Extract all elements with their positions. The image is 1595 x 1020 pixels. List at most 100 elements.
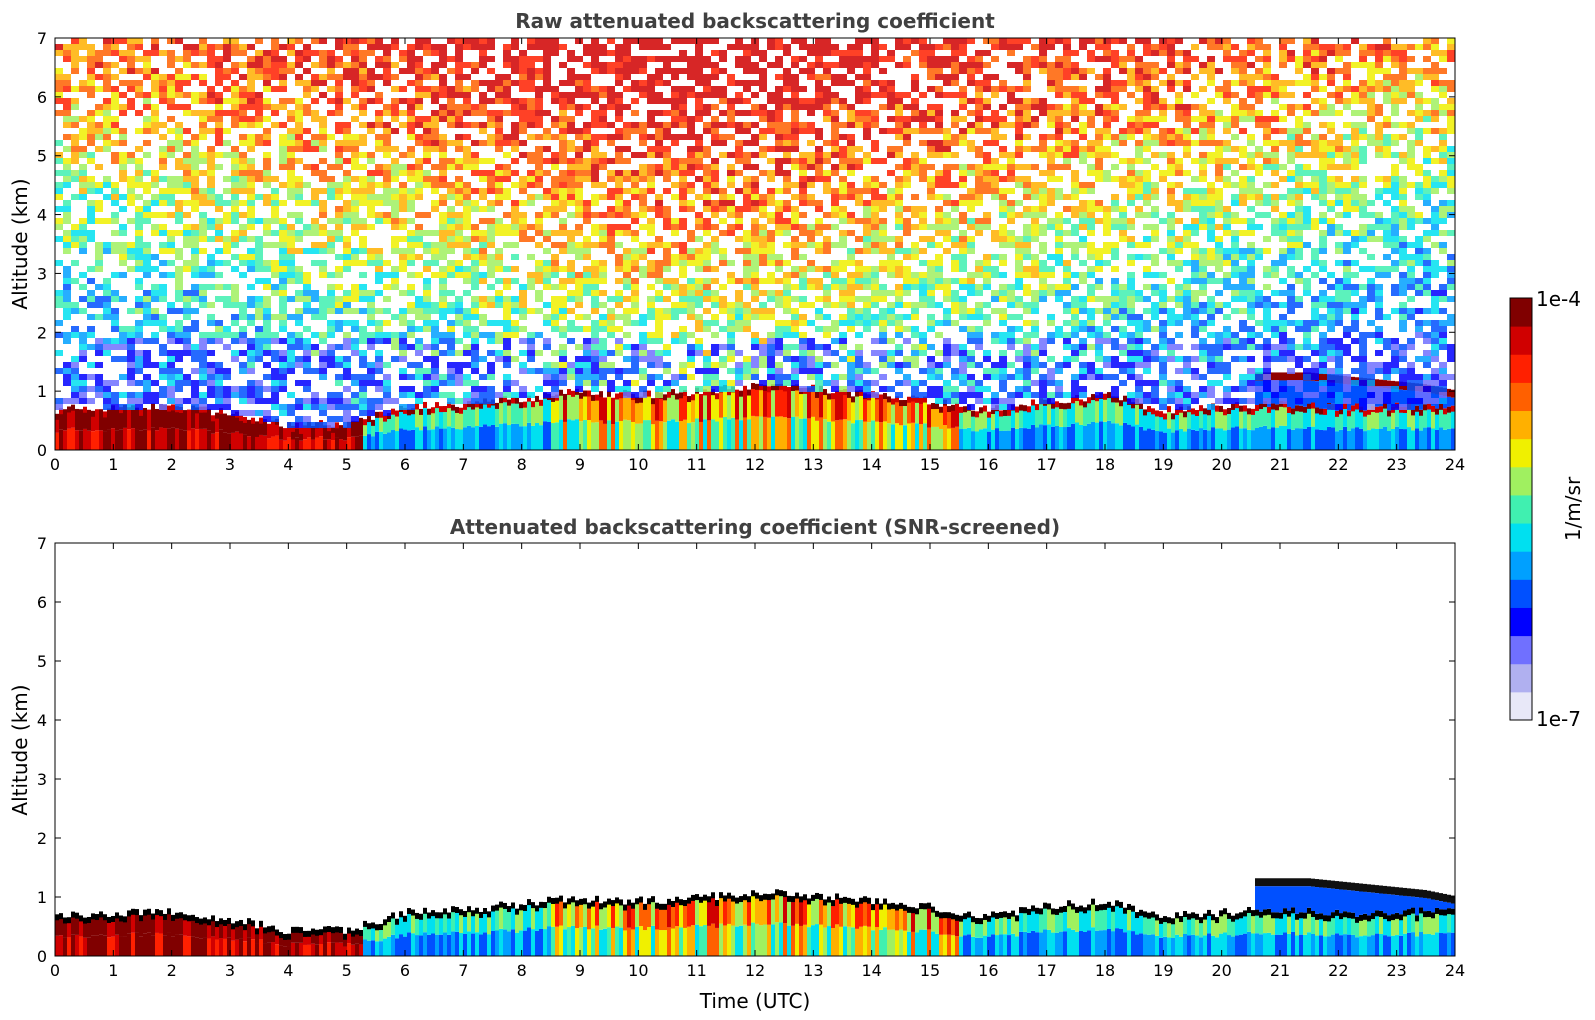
heatmap-cell (55, 68, 63, 74)
heatmap-cell (1431, 176, 1439, 182)
heatmap-cell (863, 176, 871, 182)
heatmap-cell (1143, 146, 1151, 152)
heatmap-cell (495, 194, 503, 200)
heatmap-cell (1071, 206, 1079, 212)
heatmap-cell (519, 218, 527, 224)
heatmap-cell (1063, 408, 1067, 428)
heatmap-cell (1055, 104, 1063, 110)
heatmap-cell (327, 56, 335, 62)
heatmap-cell (383, 140, 391, 146)
heatmap-cell (143, 104, 151, 110)
heatmap-cell (1139, 426, 1143, 450)
heatmap-cell (359, 194, 367, 200)
heatmap-cell (447, 402, 451, 409)
heatmap-cell (1183, 224, 1191, 230)
heatmap-cell (423, 50, 431, 56)
heatmap-cell (775, 212, 783, 218)
heatmap-cell (1303, 212, 1311, 218)
heatmap-cell (487, 182, 495, 188)
heatmap-cell (191, 164, 199, 170)
heatmap-cell (1031, 212, 1039, 218)
heatmap-cell (1103, 92, 1111, 98)
heatmap-cell (1399, 74, 1407, 80)
heatmap-cell (1167, 224, 1175, 230)
heatmap-cell (383, 68, 391, 74)
heatmap-cell (927, 62, 935, 68)
heatmap-cell (999, 176, 1007, 182)
heatmap-cell (463, 104, 471, 110)
heatmap-cell (463, 98, 471, 104)
heatmap-cell (1267, 406, 1271, 413)
heatmap-cell (199, 230, 207, 236)
heatmap-cell (563, 421, 567, 450)
heatmap-cell (87, 200, 95, 206)
heatmap-cell (1183, 110, 1191, 116)
heatmap-cell (183, 200, 191, 206)
heatmap-cell (431, 230, 439, 236)
heatmap-cell (127, 194, 135, 200)
heatmap-cell (1095, 104, 1103, 110)
heatmap-cell (1143, 68, 1151, 74)
heatmap-cell (1431, 80, 1439, 86)
heatmap-cell (999, 152, 1007, 158)
heatmap-cell (979, 407, 983, 414)
heatmap-cell (623, 86, 631, 92)
heatmap-cell (1079, 98, 1087, 104)
heatmap-cell (311, 110, 319, 116)
heatmap-cell (319, 176, 327, 182)
heatmap-cell (95, 56, 103, 62)
heatmap-cell (359, 218, 367, 224)
heatmap-cell (479, 218, 487, 224)
heatmap-cell (191, 230, 199, 236)
heatmap-cell (711, 206, 719, 212)
heatmap-cell (71, 236, 79, 242)
heatmap-cell (1375, 152, 1383, 158)
heatmap-cell (71, 104, 79, 110)
heatmap-cell (71, 170, 79, 176)
heatmap-cell (895, 116, 903, 122)
heatmap-cell (1239, 410, 1243, 429)
heatmap-cell (247, 146, 255, 152)
heatmap-cell (959, 104, 967, 110)
heatmap-cell (847, 164, 855, 170)
heatmap-cell (895, 396, 899, 403)
heatmap-cell (351, 194, 359, 200)
heatmap-cell (719, 230, 727, 236)
heatmap-cell (1223, 128, 1231, 134)
heatmap-cell (831, 398, 835, 422)
heatmap-cell (1103, 421, 1107, 450)
heatmap-cell (79, 44, 87, 50)
heatmap-cell (591, 92, 599, 98)
heatmap-cell (1215, 158, 1223, 164)
heatmap-cell (1391, 134, 1399, 140)
heatmap-cell (439, 140, 447, 146)
heatmap-cell (815, 62, 823, 68)
heatmap-cell (1303, 218, 1311, 224)
heatmap-cell (443, 428, 447, 450)
heatmap-cell (887, 146, 895, 152)
heatmap-cell (695, 236, 703, 242)
heatmap-cell (95, 188, 103, 194)
heatmap-cell (1223, 140, 1231, 146)
heatmap-cell (475, 401, 479, 408)
heatmap-cell (983, 86, 991, 92)
heatmap-cell (71, 427, 75, 450)
heatmap-cell (255, 98, 263, 104)
heatmap-cell (1103, 86, 1111, 92)
heatmap-cell (375, 134, 383, 140)
heatmap-cell (647, 395, 651, 421)
heatmap-cell (1091, 399, 1095, 422)
heatmap-cell (959, 170, 967, 176)
heatmap-cell (155, 408, 159, 415)
heatmap-cell (863, 92, 871, 98)
heatmap-cell (551, 194, 559, 200)
heatmap-cell (735, 218, 743, 224)
heatmap-cell (79, 236, 87, 242)
heatmap-cell (1135, 38, 1143, 44)
heatmap-cell (983, 170, 991, 176)
heatmap-cell (791, 80, 799, 86)
heatmap-cell (135, 68, 143, 74)
heatmap-cell (631, 218, 639, 224)
heatmap-cell (1079, 68, 1087, 74)
heatmap-cell (135, 164, 143, 170)
